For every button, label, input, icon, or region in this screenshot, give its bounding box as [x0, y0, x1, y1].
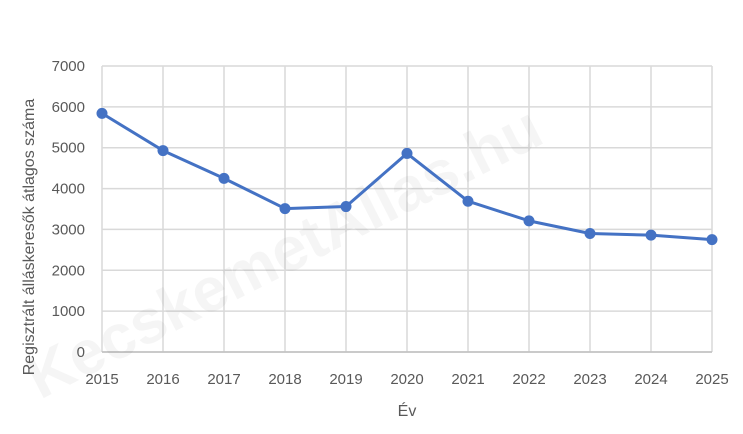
y-axis-title: Regisztrált álláskeresők átlagos száma [21, 99, 38, 376]
y-axis-ticks: 0 1000 2000 3000 4000 5000 6000 7000 [52, 58, 85, 361]
series [96, 107, 718, 246]
y-tick-label: 4000 [52, 181, 85, 198]
data-point-2020 [401, 147, 413, 159]
x-tick-label: 2017 [207, 371, 240, 388]
y-tick-label: 6000 [52, 99, 85, 116]
data-point-2025 [706, 234, 718, 246]
x-tick-label: 2022 [512, 371, 545, 388]
y-tick-label: 3000 [52, 221, 85, 238]
data-point-2016 [157, 145, 169, 157]
y-tick-label: 2000 [52, 262, 85, 279]
x-tick-label: 2018 [268, 371, 301, 388]
data-point-2015 [96, 107, 108, 119]
x-tick-label: 2015 [85, 371, 118, 388]
data-point-2017 [218, 172, 230, 184]
x-tick-label: 2019 [329, 371, 362, 388]
data-point-2022 [523, 215, 535, 227]
x-axis-ticks: 2015 2016 2017 2018 2019 2020 2021 2022 2023 2024… [85, 371, 728, 388]
y-tick-label: 0 [77, 344, 85, 361]
x-tick-label: 2025 [695, 371, 728, 388]
data-point-2021 [462, 195, 474, 207]
y-tick-label: 1000 [52, 303, 85, 320]
data-point-2024 [645, 229, 657, 241]
y-tick-label: 5000 [52, 140, 85, 157]
x-tick-label: 2020 [390, 371, 423, 388]
x-tick-label: 2016 [146, 371, 179, 388]
data-point-2018 [279, 203, 291, 215]
data-point-2023 [584, 228, 596, 240]
watermark: KecskemetAllas.hu [15, 93, 553, 413]
data-point-2019 [340, 201, 352, 213]
x-tick-label: 2023 [573, 371, 606, 388]
x-axis-title: Év [398, 401, 417, 420]
y-tick-label: 7000 [52, 58, 85, 75]
x-tick-label: 2024 [634, 371, 667, 388]
x-tick-label: 2021 [451, 371, 484, 388]
